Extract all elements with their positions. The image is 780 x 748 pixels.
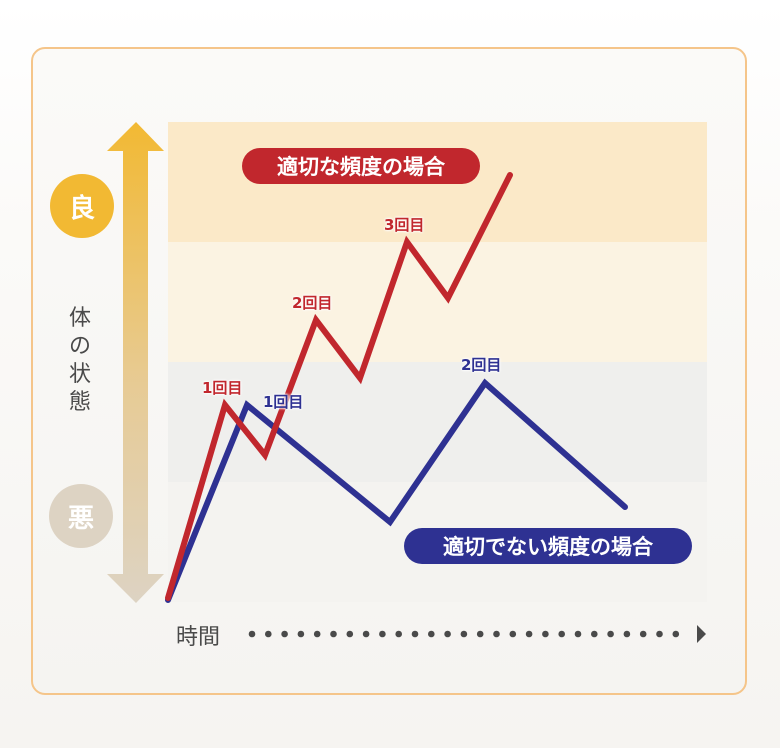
band-fair <box>168 362 707 482</box>
vertical-double-arrow <box>107 122 164 603</box>
bad-badge: 悪 <box>49 484 113 548</box>
line-appropriate-frequency <box>165 172 513 601</box>
red-label-2: 2回目 <box>292 294 333 312</box>
time-dot <box>248 630 256 638</box>
time-dot <box>607 630 614 638</box>
time-dot <box>460 630 468 638</box>
time-dot <box>428 630 435 638</box>
time-dot <box>574 630 582 638</box>
line-inappropriate-frequency <box>165 378 628 603</box>
time-dot <box>542 630 549 638</box>
time-dot <box>509 630 517 638</box>
time-dot <box>444 630 451 638</box>
time-dot <box>558 630 565 638</box>
blue-label-1: 1回目 <box>263 393 304 411</box>
time-dot <box>493 630 500 638</box>
time-dot <box>411 630 419 638</box>
time-dot <box>591 630 598 638</box>
legend-inappropriate: 適切でない頻度の場合 <box>404 528 692 564</box>
time-arrow-head <box>697 625 706 643</box>
time-dot <box>656 630 663 638</box>
time-dot <box>281 630 288 638</box>
red-label-3: 3回目 <box>384 216 425 234</box>
red-label-1: 1回目 <box>202 379 243 397</box>
blue-label-2: 2回目 <box>461 356 502 374</box>
good-badge: 良 <box>50 174 114 238</box>
legend-appropriate: 適切な頻度の場合 <box>242 148 480 184</box>
time-dot <box>297 630 305 638</box>
band-good <box>168 242 707 362</box>
time-dot <box>330 630 337 638</box>
time-dot <box>672 630 680 638</box>
time-dot <box>379 630 386 638</box>
time-dot <box>346 630 354 638</box>
time-dot <box>395 630 403 638</box>
time-arrow-dots <box>248 630 680 638</box>
time-dot <box>265 630 272 638</box>
time-dot <box>623 630 631 638</box>
x-axis-title: 時間 <box>176 625 221 650</box>
time-dot <box>639 630 647 638</box>
time-dot <box>525 630 533 638</box>
time-dot <box>362 630 370 638</box>
y-axis-title: 体の状態 <box>68 306 91 415</box>
time-dot <box>476 630 484 638</box>
time-dot <box>313 630 321 638</box>
